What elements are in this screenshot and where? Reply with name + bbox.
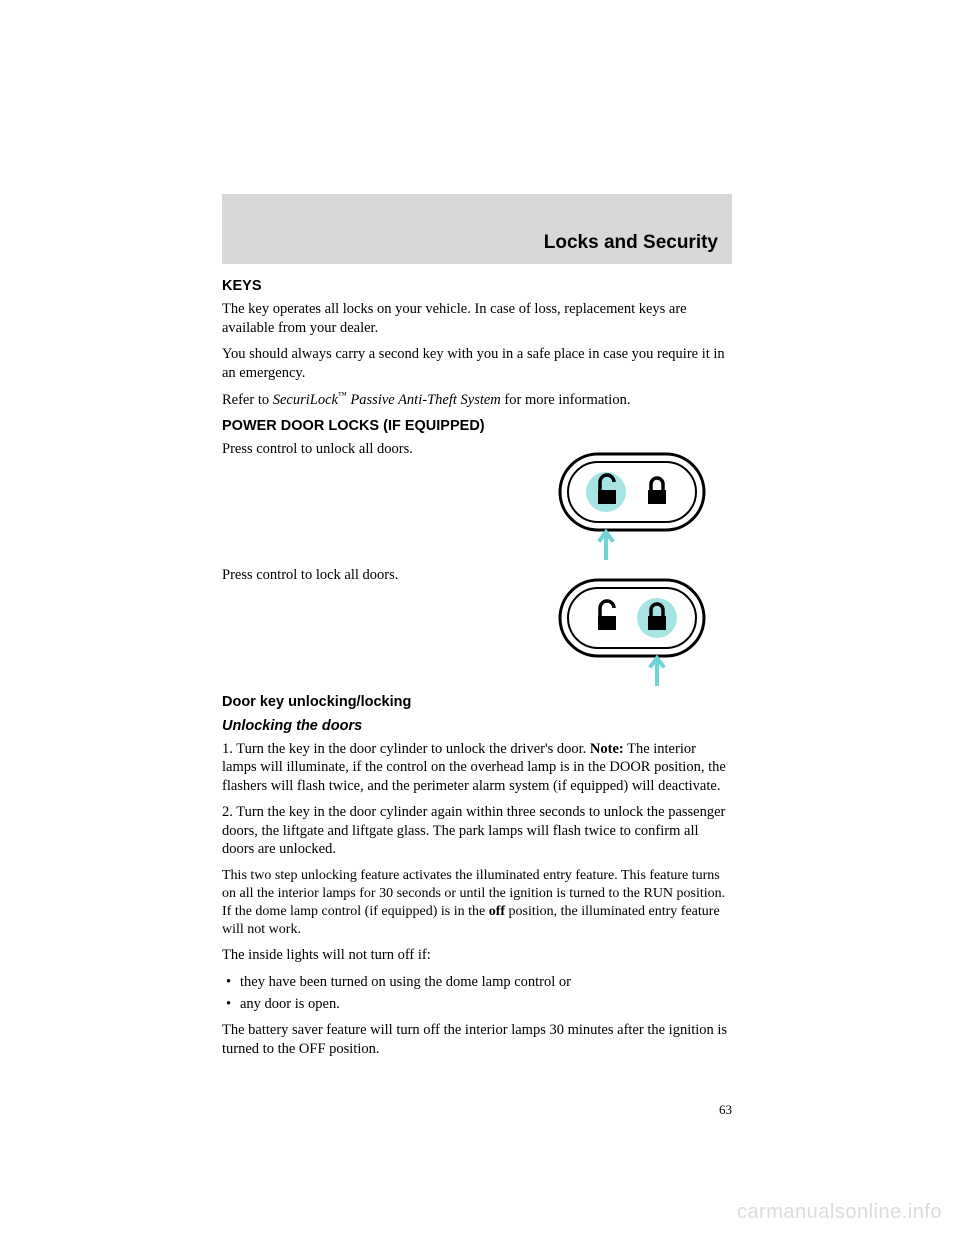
doorkey-sub: Unlocking the doors (222, 718, 732, 734)
keys-p3: Refer to SecuriLock™ Passive Anti-Theft … (222, 390, 732, 409)
keys-p2: You should always carry a second key wit… (222, 345, 732, 382)
lock-text: Press control to lock all doors. (222, 566, 532, 585)
unlock-text: Press control to unlock all doors. (222, 440, 532, 459)
list-item: they have been turned on using the dome … (222, 973, 732, 992)
section-title: Locks and Security (544, 232, 718, 254)
doorkey-list: they have been turned on using the dome … (222, 973, 732, 1013)
unlock-figure (532, 440, 732, 560)
keys-heading: KEYS (222, 278, 732, 294)
lock-figure (532, 566, 732, 686)
power-heading: POWER DOOR LOCKS (IF EQUIPPED) (222, 418, 732, 434)
lock-row: Press control to lock all doors. (222, 566, 732, 686)
doorkey-p1: 1. Turn the key in the door cylinder to … (222, 740, 732, 796)
watermark: carmanualsonline.info (737, 1201, 942, 1224)
doorkey-p4: The inside lights will not turn off if: (222, 946, 732, 965)
unlock-switch-icon (542, 440, 722, 560)
unlock-row: Press control to unlock all doors. (222, 440, 732, 560)
page-number: 63 (719, 1102, 732, 1118)
lock-switch-icon (542, 566, 722, 686)
doorkey-p5: The battery saver feature will turn off … (222, 1021, 732, 1058)
page-content: Locks and Security KEYS The key operates… (222, 194, 732, 1066)
doorkey-p2: 2. Turn the key in the door cylinder aga… (222, 803, 732, 859)
list-item: any door is open. (222, 995, 732, 1014)
section-header: Locks and Security (222, 194, 732, 264)
body-content: KEYS The key operates all locks on your … (222, 264, 732, 1058)
doorkey-p3: This two step unlocking feature activate… (222, 867, 732, 939)
keys-p1: The key operates all locks on your vehic… (222, 300, 732, 337)
doorkey-heading: Door key unlocking/locking (222, 694, 732, 710)
